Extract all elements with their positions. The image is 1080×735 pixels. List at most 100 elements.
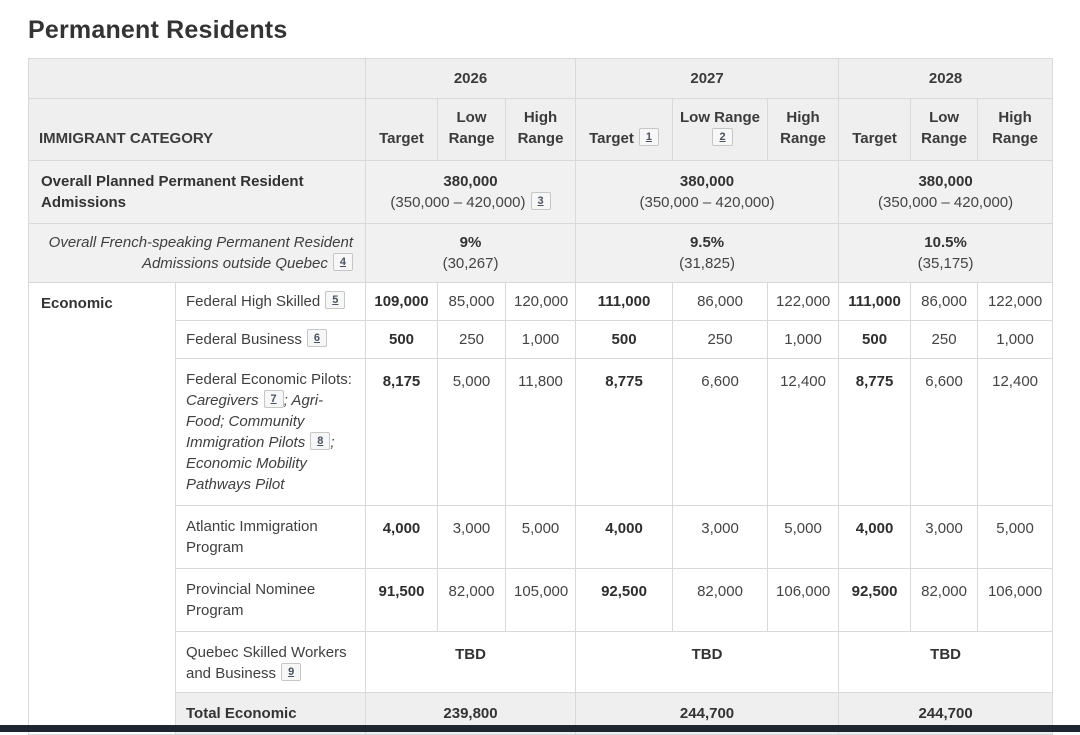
row-label: Federal Business 6 xyxy=(175,320,366,359)
value-cell: 122,000 xyxy=(767,282,840,321)
value-cell: 250 xyxy=(910,320,979,359)
year-header-row: 2026 2027 2028 xyxy=(28,58,1054,99)
value-cell: 109,000 xyxy=(365,282,438,321)
value-cell: 4,000 xyxy=(365,505,438,569)
french-2028-count: (35,175) xyxy=(917,255,974,272)
overall-admissions-row: Overall Planned Permanent Resident Admis… xyxy=(28,160,1054,224)
high-range-2028-header: High Range xyxy=(977,98,1054,161)
value-cell: 86,000 xyxy=(910,282,979,321)
footnote-link-7[interactable]: 7 xyxy=(263,390,284,408)
value-cell: 5,000 xyxy=(437,358,506,506)
permanent-residents-table: 2026 2027 2028 IMMIGRANT CATEGORY Target… xyxy=(28,58,1054,735)
value-cell: 8,175 xyxy=(365,358,438,506)
value-cell: 1,000 xyxy=(504,320,577,359)
overall-2026-target: 380,000 xyxy=(443,173,498,190)
value-cell: 12,400 xyxy=(767,358,840,506)
quebec-skilled-workers-row: Quebec Skilled Workers and Business 9 TBD… xyxy=(29,631,1054,693)
quebec-2027-cell: TBD xyxy=(575,631,840,693)
value-cell: 500 xyxy=(838,320,912,359)
low-range-2028-header: Low Range xyxy=(910,98,979,161)
french-2027-cell: 9.5% (31,825) xyxy=(575,223,840,283)
value-cell: 106,000 xyxy=(767,568,840,632)
french-2026-cell: 9% (30,267) xyxy=(364,223,577,283)
footnote-link-3[interactable]: 3 xyxy=(530,192,551,210)
overall-2028-target: 380,000 xyxy=(918,173,973,190)
federal-business-row: Federal Business 6 500 250 1,000 500 250 … xyxy=(29,320,1054,359)
french-2026-percent: 9% xyxy=(459,234,482,251)
value-cell: 5,000 xyxy=(977,505,1054,569)
value-cell: 5,000 xyxy=(504,505,577,569)
row-label: Atlantic Immigration Program xyxy=(175,505,366,569)
value-cell: 3,000 xyxy=(672,505,769,569)
low-range-2027-label: Low Range xyxy=(680,109,761,126)
quebec-2026-cell: TBD xyxy=(364,631,577,693)
value-cell: 500 xyxy=(575,320,674,359)
value-cell: 500 xyxy=(365,320,438,359)
row-label: Federal High Skilled 5 xyxy=(175,282,366,321)
french-speaking-row: Overall French-speaking Permanent Reside… xyxy=(28,223,1054,283)
pilots-label-prefix: Federal Economic Pilots: xyxy=(186,371,352,388)
value-cell: 105,000 xyxy=(504,568,577,632)
quebec-2028-cell: TBD xyxy=(838,631,1054,693)
value-cell: 3,000 xyxy=(910,505,979,569)
overall-2026-cell: 380,000 (350,000 – 420,000) 3 xyxy=(364,160,577,224)
value-cell: 92,500 xyxy=(838,568,912,632)
french-2027-percent: 9.5% xyxy=(689,234,725,251)
pilots-label-caregivers: Caregivers xyxy=(186,392,259,409)
row-label: Federal Economic Pilots: Caregivers 7; Ag… xyxy=(175,358,366,506)
row-label: Quebec Skilled Workers and Business 9 xyxy=(175,631,366,693)
value-cell: 8,775 xyxy=(575,358,674,506)
federal-economic-pilots-row: Federal Economic Pilots: Caregivers 7; Ag… xyxy=(29,358,1054,506)
overall-2027-range: (350,000 – 420,000) xyxy=(639,194,775,211)
french-2027-count: (31,825) xyxy=(679,255,735,272)
target-2027-label: Target xyxy=(589,130,634,147)
overall-2027-cell: 380,000 (350,000 – 420,000) xyxy=(575,160,840,224)
year-2027-header: 2027 xyxy=(575,58,840,99)
high-range-2026-header: High Range xyxy=(504,98,577,161)
footnote-link-1[interactable]: 1 xyxy=(638,128,659,146)
federal-high-skilled-row: Economic Federal High Skilled 5 109,000 8… xyxy=(28,282,1054,735)
low-range-2026-header: Low Range xyxy=(437,98,506,161)
french-speaking-label: Overall French-speaking Permanent Reside… xyxy=(28,223,366,283)
value-cell: 91,500 xyxy=(365,568,438,632)
overall-2026-range: (350,000 – 420,000) xyxy=(390,194,526,211)
column-header-row: IMMIGRANT CATEGORY Target Low Range High… xyxy=(28,98,1054,161)
french-2028-cell: 10.5% (35,175) xyxy=(838,223,1054,283)
economic-group-label: Economic xyxy=(28,282,176,735)
footnote-link-9[interactable]: 9 xyxy=(281,663,302,681)
value-cell: 1,000 xyxy=(977,320,1054,359)
footnote-link-6[interactable]: 6 xyxy=(306,329,328,347)
value-cell: 8,775 xyxy=(838,358,912,506)
value-cell: 4,000 xyxy=(838,505,912,569)
value-cell: 1,000 xyxy=(767,320,840,359)
year-2026-header: 2026 xyxy=(364,58,577,99)
low-range-2027-header: Low Range 2 xyxy=(672,98,769,161)
footnote-link-4[interactable]: 4 xyxy=(332,253,353,271)
target-2028-header: Target xyxy=(838,98,912,161)
overall-2028-range: (350,000 – 420,000) xyxy=(878,194,1014,211)
row-label: Provincial Nominee Program xyxy=(175,568,366,632)
value-cell: 250 xyxy=(437,320,506,359)
value-cell: 82,000 xyxy=(437,568,506,632)
immigrant-category-header: IMMIGRANT CATEGORY xyxy=(28,98,366,161)
overall-2028-cell: 380,000 (350,000 – 420,000) xyxy=(838,160,1054,224)
value-cell: 11,800 xyxy=(504,358,577,506)
corner-empty-cell xyxy=(28,58,366,99)
value-cell: 85,000 xyxy=(437,282,506,321)
value-cell: 106,000 xyxy=(977,568,1054,632)
value-cell: 120,000 xyxy=(504,282,577,321)
value-cell: 82,000 xyxy=(910,568,979,632)
value-cell: 86,000 xyxy=(672,282,769,321)
value-cell: 6,600 xyxy=(672,358,769,506)
footnote-link-2[interactable]: 2 xyxy=(712,128,733,146)
value-cell: 111,000 xyxy=(575,282,674,321)
overall-admissions-label: Overall Planned Permanent Resident Admis… xyxy=(28,160,366,224)
pilots-label-emp: ; Economic Mobility Pathways Pilot xyxy=(186,434,335,493)
bottom-divider-bar xyxy=(0,725,1080,732)
value-cell: 12,400 xyxy=(977,358,1054,506)
french-2026-count: (30,267) xyxy=(442,255,499,272)
footnote-link-8[interactable]: 8 xyxy=(310,432,331,450)
footnote-link-5[interactable]: 5 xyxy=(325,291,346,309)
french-2028-percent: 10.5% xyxy=(924,234,967,251)
target-2026-header: Target xyxy=(365,98,438,161)
